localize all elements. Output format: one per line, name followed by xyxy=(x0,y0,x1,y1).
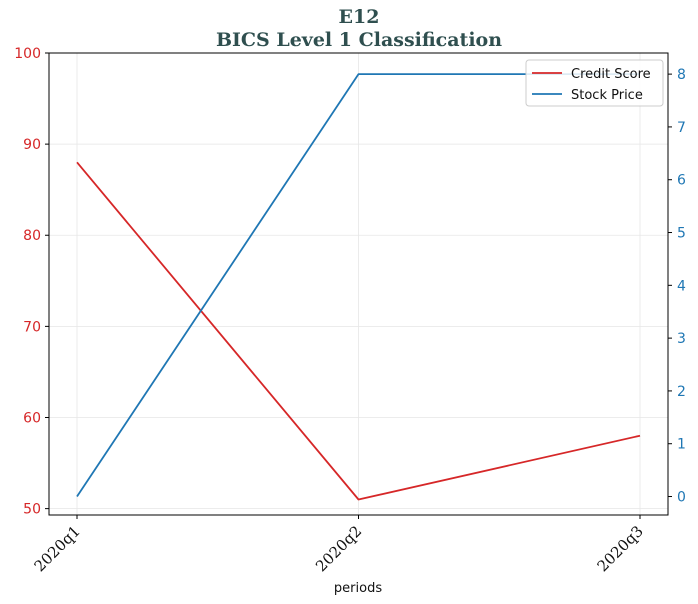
x-tick-label: 2020q1 xyxy=(31,522,84,575)
left-tick-label: 50 xyxy=(23,502,41,518)
x-axis-label: periods xyxy=(334,581,382,596)
x-tick-label: 2020q2 xyxy=(312,522,365,575)
chart-subtitle: BICS Level 1 Classification xyxy=(216,29,502,51)
right-tick-label: 2 xyxy=(677,384,686,400)
right-tick-label: 0 xyxy=(677,490,686,506)
chart-title: E12 xyxy=(339,6,380,28)
right-tick-label: 5 xyxy=(677,226,686,242)
left-tick-label: 60 xyxy=(23,410,41,426)
x-tick-label: 2020q3 xyxy=(594,522,647,575)
left-tick-label: 80 xyxy=(23,228,41,244)
left-axis: 50 60 70 80 90 100 xyxy=(14,46,49,518)
legend-label: Stock Price xyxy=(571,88,643,103)
legend-label: Credit Score xyxy=(571,67,651,82)
right-tick-label: 3 xyxy=(677,331,686,347)
left-tick-label: 90 xyxy=(23,137,41,153)
x-axis: 2020q1 2020q2 2020q3 xyxy=(31,515,647,575)
left-tick-label: 100 xyxy=(14,46,41,62)
right-tick-label: 4 xyxy=(677,278,686,294)
series-line-credit-score xyxy=(76,161,641,501)
right-tick-label: 8 xyxy=(677,67,686,83)
legend: Credit Score Stock Price xyxy=(525,59,664,107)
right-axis: 0 1 2 3 4 5 6 7 8 xyxy=(668,67,686,506)
grid xyxy=(49,52,668,515)
right-tick-label: 1 xyxy=(677,437,686,453)
left-tick-label: 70 xyxy=(23,319,41,335)
right-tick-label: 6 xyxy=(677,173,686,189)
right-tick-label: 7 xyxy=(677,120,686,136)
